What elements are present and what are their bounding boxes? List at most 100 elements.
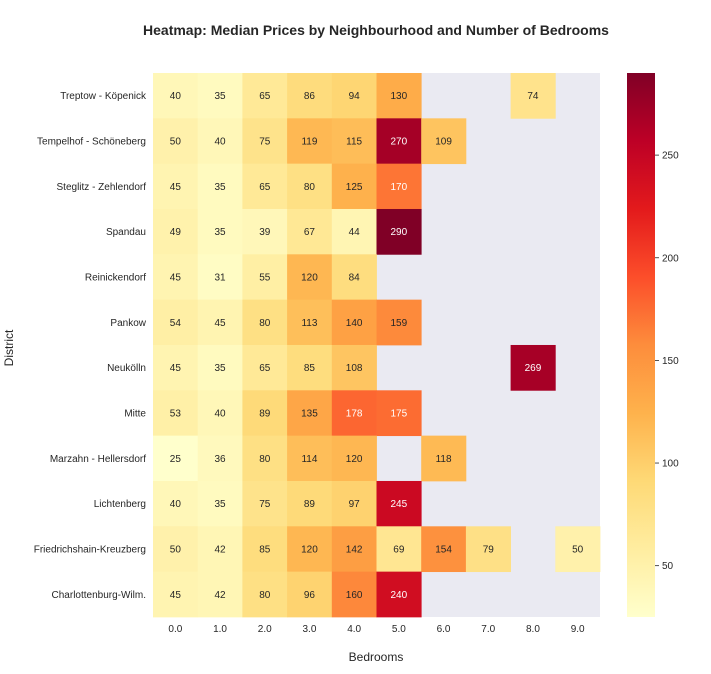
cell-value-label: 50: [170, 136, 182, 147]
heatmap-cell: [242, 118, 288, 165]
heatmap-cell: [421, 526, 467, 573]
heatmap-cell: [331, 344, 377, 391]
heatmap-cells: 40 35 65 86 94 130 74 50 40 75 119 115 270 109 45 35 65 8…: [153, 73, 601, 618]
x-tick-label: 7.0: [481, 624, 495, 635]
cell-value-label: 44: [349, 227, 361, 238]
cell-value-label: 40: [170, 499, 182, 510]
cell-value-label: 31: [214, 272, 226, 283]
heatmap-cell: [287, 344, 333, 391]
cell-value-label: 154: [435, 544, 452, 555]
cell-value-label: 45: [214, 318, 226, 329]
heatmap-cell: [242, 480, 288, 527]
heatmap-cell: [376, 163, 422, 210]
cell-value-label: 65: [259, 363, 271, 374]
heatmap-cell: [153, 344, 199, 391]
y-tick-label: Friedrichshain-Kreuzberg: [34, 544, 146, 555]
heatmap-cell: [153, 526, 199, 573]
heatmap-cell: [197, 163, 243, 210]
cell-value-label: 140: [346, 318, 363, 329]
cell-value-label: 35: [214, 227, 226, 238]
heatmap-cell: [331, 526, 377, 573]
cell-value-label: 89: [259, 408, 271, 419]
cell-value-label: 125: [346, 182, 363, 193]
cell-value-label: 74: [527, 91, 539, 102]
y-tick-label: Lichtenberg: [94, 499, 146, 510]
cell-value-label: 69: [393, 544, 405, 555]
cell-value-label: 35: [214, 499, 226, 510]
cell-value-label: 86: [304, 91, 316, 102]
y-tick-label: Steglitz - Zehlendorf: [57, 182, 147, 193]
heatmap-cell: [242, 390, 288, 437]
cell-value-label: 119: [301, 136, 317, 147]
cell-value-label: 120: [301, 544, 318, 555]
heatmap-cell: [242, 73, 288, 119]
heatmap-cell: [153, 435, 199, 482]
cell-value-label: 115: [346, 136, 362, 147]
heatmap-cell: [242, 208, 288, 255]
heatmap-cell: [376, 73, 422, 119]
heatmap-cell: [331, 208, 377, 255]
colorbar-tick-label: 100: [662, 459, 679, 470]
heatmap-cell: [197, 480, 243, 527]
colorbar-tick-label: 50: [662, 561, 674, 572]
heatmap-cell: [197, 254, 243, 301]
heatmap-cell: [287, 299, 333, 346]
heatmap-cell: [331, 163, 377, 210]
cell-value-label: 118: [436, 454, 452, 465]
cell-value-label: 50: [170, 544, 182, 555]
heatmap-cell: [153, 299, 199, 346]
y-tick-label: Marzahn - Hellersdorf: [50, 454, 146, 465]
heatmap-cell: [242, 299, 288, 346]
cell-value-label: 40: [170, 91, 182, 102]
cell-value-label: 80: [259, 454, 271, 465]
heatmap-cell: [376, 390, 422, 437]
heatmap-cell: [242, 571, 288, 618]
cell-value-label: 45: [170, 182, 182, 193]
heatmap-cell: [287, 435, 333, 482]
cell-value-label: 39: [259, 227, 271, 238]
cell-value-label: 108: [346, 363, 363, 374]
cell-value-label: 96: [304, 590, 316, 601]
heatmap-cell: [197, 435, 243, 482]
cell-value-label: 35: [214, 363, 226, 374]
cell-value-label: 97: [349, 499, 361, 510]
cell-value-label: 175: [391, 408, 408, 419]
y-tick-labels: Treptow - Köpenick Tempelhof - Schöneberg…: [34, 91, 147, 601]
cell-value-label: 142: [346, 544, 363, 555]
heatmap-cell: [376, 118, 422, 165]
cell-value-label: 42: [214, 544, 226, 555]
heatmap-cell: [510, 344, 556, 391]
cell-value-label: 40: [214, 136, 226, 147]
heatmap-cell: [197, 344, 243, 391]
chart-title: Heatmap: Median Prices by Neighbourhood …: [143, 22, 609, 38]
heatmap-cell: [421, 118, 467, 165]
heatmap-cell: [287, 208, 333, 255]
heatmap-cell: [331, 435, 377, 482]
cell-value-label: 55: [259, 272, 271, 283]
x-tick-label: 2.0: [258, 624, 272, 635]
heatmap-cell: [153, 208, 199, 255]
heatmap-cell: [197, 571, 243, 618]
cell-value-label: 135: [301, 408, 318, 419]
cell-value-label: 113: [301, 318, 317, 329]
heatmap-cell: [153, 571, 199, 618]
cell-value-label: 75: [259, 499, 271, 510]
cell-value-label: 65: [259, 182, 271, 193]
y-tick-label: Charlottenburg-Wilm.: [52, 590, 146, 601]
cell-value-label: 75: [259, 136, 271, 147]
heatmap-cell: [153, 254, 199, 301]
cell-value-label: 45: [170, 272, 182, 283]
heatmap-cell: [510, 73, 556, 119]
cell-value-label: 85: [304, 363, 316, 374]
heatmap-cell: [287, 571, 333, 618]
cell-value-label: 269: [525, 363, 542, 374]
y-tick-label: Reinickendorf: [85, 272, 146, 283]
heatmap-cell: [153, 163, 199, 210]
cell-value-label: 94: [349, 91, 361, 102]
x-tick-label: 6.0: [437, 624, 451, 635]
y-axis-label: District: [2, 329, 16, 366]
cell-value-label: 270: [391, 136, 408, 147]
heatmap-cell: [197, 73, 243, 119]
heatmap-cell: [376, 571, 422, 618]
cell-value-label: 240: [391, 590, 408, 601]
